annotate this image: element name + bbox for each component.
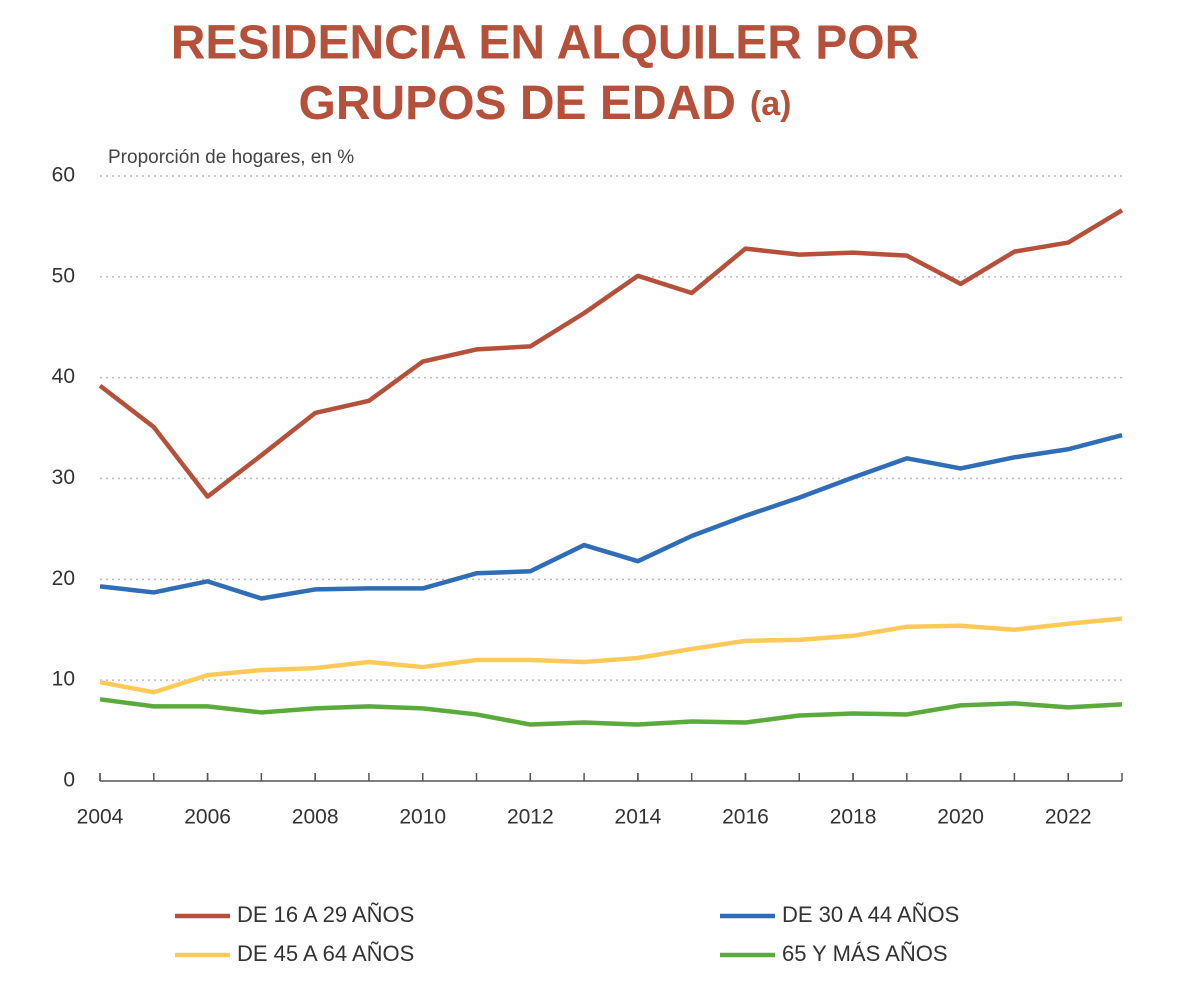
x-tick-label: 2008 xyxy=(292,806,339,829)
series-line xyxy=(98,208,1124,499)
chart-title: RESIDENCIA EN ALQUILER POR xyxy=(171,17,920,70)
y-tick-label: 20 xyxy=(52,567,75,590)
legend-label: DE 45 A 64 AÑOS xyxy=(237,941,414,966)
x-tick-label: 2004 xyxy=(77,806,124,829)
legend-label: DE 16 A 29 AÑOS xyxy=(237,902,414,927)
x-tick-label: 2012 xyxy=(507,806,554,829)
y-tick-label: 0 xyxy=(63,769,75,792)
x-tick-label: 2010 xyxy=(399,806,446,829)
y-tick-label: 40 xyxy=(52,365,75,388)
series-line xyxy=(99,697,1123,727)
y-tick-label: 50 xyxy=(52,264,75,287)
chart-title: GRUPOS DE EDAD (a) xyxy=(299,77,792,130)
x-tick-label: 2020 xyxy=(937,806,984,829)
legend-label: 65 Y MÁS AÑOS xyxy=(782,941,948,966)
y-tick-label: 10 xyxy=(52,668,75,691)
x-tick-label: 2006 xyxy=(184,806,231,829)
y-tick-label: 30 xyxy=(52,466,75,489)
x-tick-label: 2014 xyxy=(615,806,662,829)
x-tick-label: 2022 xyxy=(1045,806,1092,829)
x-tick-label: 2018 xyxy=(830,806,877,829)
title-note: (a) xyxy=(750,85,792,123)
y-tick-label: 60 xyxy=(52,164,75,187)
y-axis-label: Proporción de hogares, en % xyxy=(108,147,354,168)
chart-title: GRUPOS DE EDAD xyxy=(299,77,736,130)
series-line xyxy=(99,432,1123,601)
x-tick-label: 2016 xyxy=(722,806,769,829)
legend-label: DE 30 A 44 AÑOS xyxy=(782,902,959,927)
series-line xyxy=(99,616,1123,695)
